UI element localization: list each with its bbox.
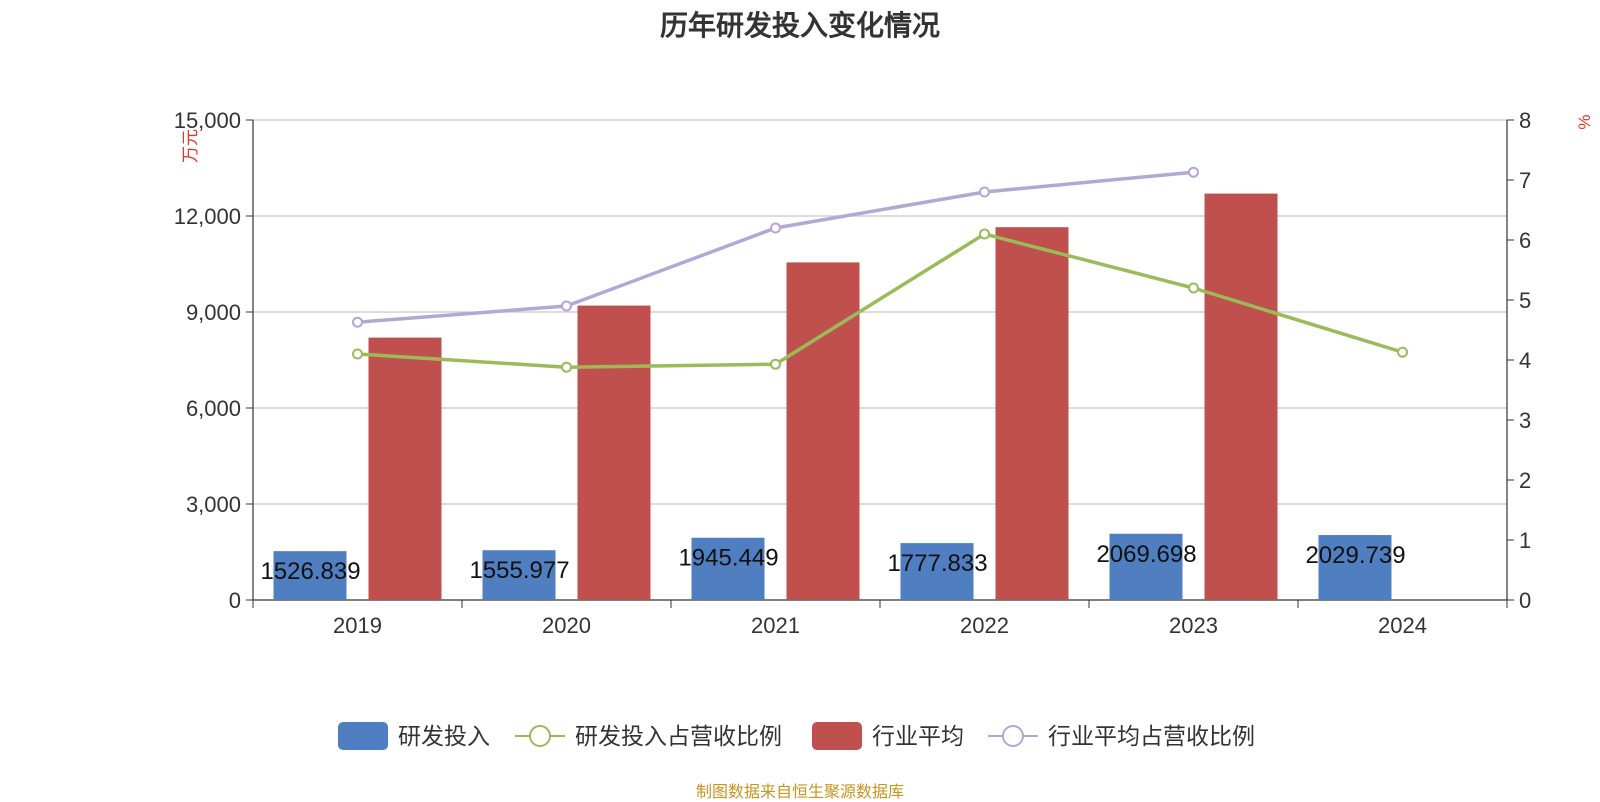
- y-left-axis-label: 万元: [181, 129, 200, 163]
- x-tick-label: 2019: [333, 613, 382, 638]
- rd-ratio-line: [357, 232, 1404, 369]
- y-right-tick-label: 8: [1519, 108, 1531, 133]
- bar-rd-investment: [1109, 533, 1183, 600]
- industry-ratio-point: [561, 300, 572, 312]
- y-left-tick-label: 12,000: [174, 204, 241, 229]
- industry-ratio-point: [979, 186, 990, 198]
- industry-ratio-point: [1188, 166, 1199, 178]
- bar-rd-investment: [691, 537, 765, 600]
- bar-industry-average: [577, 305, 651, 600]
- x-tick-label: 2023: [1169, 613, 1218, 638]
- bar-rd-investment: [900, 543, 974, 600]
- legend-label: 行业平均占营收比例: [1048, 723, 1255, 749]
- bar-data-label: 2029.739: [1305, 542, 1405, 569]
- y-right-tick-label: 5: [1519, 288, 1531, 313]
- bar-data-label: 1945.449: [678, 545, 778, 572]
- y-right-tick-label: 0: [1519, 588, 1531, 613]
- y-right-tick-label: 6: [1519, 228, 1531, 253]
- x-tick-label: 2020: [542, 613, 591, 638]
- bar-industry-average: [995, 227, 1069, 600]
- bar-industry-average: [368, 337, 442, 600]
- bar-data-label: 1555.977: [469, 557, 569, 584]
- legend-swatch: [812, 722, 862, 750]
- industry-ratio-point: [770, 222, 781, 234]
- legend-swatch-marker: [1002, 725, 1024, 747]
- legend-label: 研发投入: [398, 723, 490, 749]
- legend-label: 研发投入占营收比例: [575, 723, 782, 749]
- bar-industry-average: [1204, 193, 1278, 600]
- rd-ratio-point: [1188, 282, 1199, 294]
- legend-label: 行业平均: [872, 723, 964, 749]
- y-right-tick-label: 1: [1519, 528, 1531, 553]
- legend-swatch: [338, 722, 388, 750]
- rd-ratio-point: [561, 361, 572, 373]
- y-right-axis-label: %: [1575, 114, 1594, 129]
- y-right-tick-label: 4: [1519, 348, 1531, 373]
- y-left-tick-label: 15,000: [174, 108, 241, 133]
- y-left-tick-label: 0: [229, 588, 241, 613]
- rd-ratio-point: [770, 358, 781, 370]
- bar-data-label: 2069.698: [1096, 541, 1196, 568]
- y-right-tick-label: 3: [1519, 408, 1531, 433]
- rd-ratio-point: [352, 348, 363, 360]
- bar-rd-investment: [1318, 535, 1392, 600]
- y-right-tick-label: 7: [1519, 168, 1531, 193]
- bar-rd-investment: [482, 550, 556, 600]
- chart-title: 历年研发投入变化情况: [659, 10, 940, 41]
- x-tick-label: 2021: [751, 613, 800, 638]
- bar-industry-average: [786, 262, 860, 600]
- bar-data-label: 1526.839: [260, 558, 360, 585]
- x-tick-label: 2022: [960, 613, 1009, 638]
- rd-ratio-point: [1397, 346, 1408, 358]
- y-left-tick-label: 6,000: [186, 396, 241, 421]
- bar-rd-investment: [273, 551, 347, 600]
- rd-ratio-point: [979, 228, 990, 240]
- y-left-tick-label: 3,000: [186, 492, 241, 517]
- industry-ratio-point: [352, 316, 363, 328]
- source-note: 制图数据来自恒生聚源数据库: [695, 784, 904, 801]
- x-tick-label: 2024: [1378, 613, 1427, 638]
- legend-swatch-marker: [529, 725, 551, 747]
- y-left-tick-label: 9,000: [186, 300, 241, 325]
- y-right-tick-label: 2: [1519, 468, 1531, 493]
- bar-data-label: 1777.833: [887, 550, 987, 577]
